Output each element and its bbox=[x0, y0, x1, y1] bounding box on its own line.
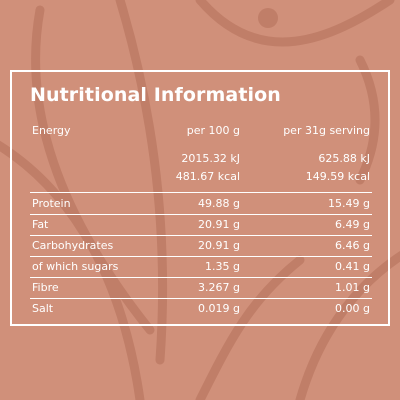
protein-per-serving: 15.49 g bbox=[328, 197, 370, 210]
divider bbox=[30, 214, 372, 215]
energy-kj-per-100g: 2015.32 kJ bbox=[181, 152, 240, 165]
row-label-carbohydrates: Carbohydrates bbox=[32, 239, 114, 252]
panel-title: Nutritional Information bbox=[30, 84, 281, 106]
energy-kcal-per-serving: 149.59 kcal bbox=[305, 170, 370, 183]
salt-per-100g: 0.019 g bbox=[198, 302, 240, 315]
divider bbox=[30, 192, 372, 193]
column-header-per-100g: per 100 g bbox=[186, 124, 240, 137]
row-label-sugars: of which sugars bbox=[32, 260, 119, 273]
decorative-dot bbox=[258, 8, 278, 28]
protein-per-100g: 49.88 g bbox=[198, 197, 240, 210]
row-label-salt: Salt bbox=[32, 302, 54, 315]
energy-kj-per-serving: 625.88 kJ bbox=[318, 152, 370, 165]
column-header-per-serving: per 31g serving bbox=[283, 124, 370, 137]
row-label-fat: Fat bbox=[32, 218, 49, 231]
fat-per-serving: 6.49 g bbox=[335, 218, 370, 231]
salt-per-serving: 0.00 g bbox=[335, 302, 370, 315]
divider bbox=[30, 298, 372, 299]
row-label-protein: Protein bbox=[32, 197, 71, 210]
sugars-per-serving: 0.41 g bbox=[335, 260, 370, 273]
fat-per-100g: 20.91 g bbox=[198, 218, 240, 231]
nutrition-panel: Nutritional Information Energy per 100 g… bbox=[10, 70, 390, 326]
carbohydrates-per-100g: 20.91 g bbox=[198, 239, 240, 252]
fibre-per-serving: 1.01 g bbox=[335, 281, 370, 294]
divider bbox=[30, 256, 372, 257]
carbohydrates-per-serving: 6.46 g bbox=[335, 239, 370, 252]
sugars-per-100g: 1.35 g bbox=[205, 260, 240, 273]
divider bbox=[30, 235, 372, 236]
energy-label: Energy bbox=[32, 124, 71, 137]
fibre-per-100g: 3.267 g bbox=[198, 281, 240, 294]
divider bbox=[30, 277, 372, 278]
energy-kcal-per-100g: 481.67 kcal bbox=[175, 170, 240, 183]
row-label-fibre: Fibre bbox=[32, 281, 59, 294]
